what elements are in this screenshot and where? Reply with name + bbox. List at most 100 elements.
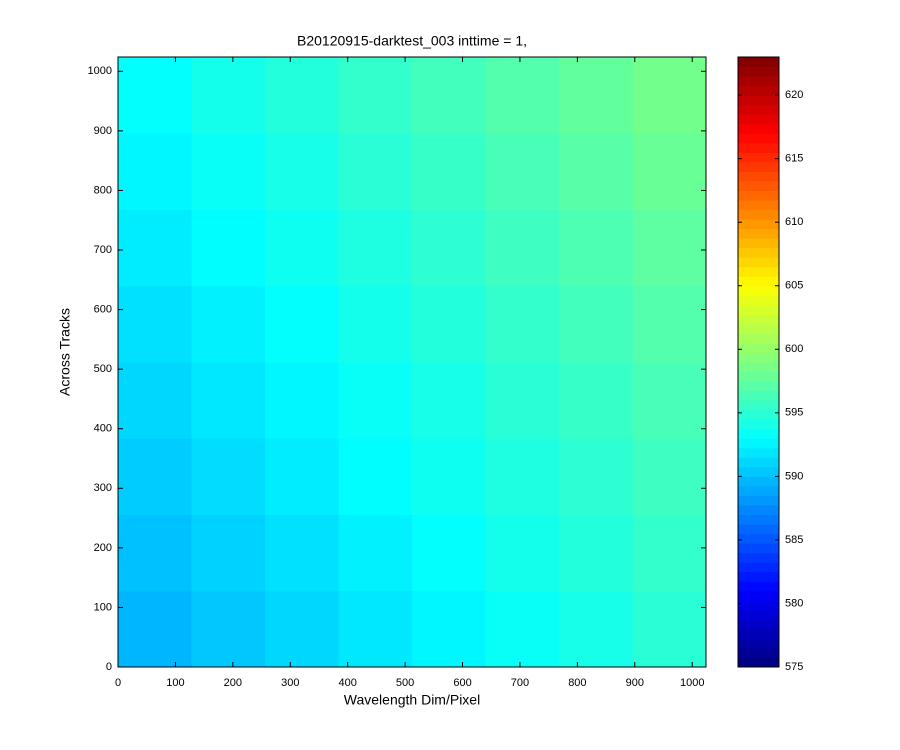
heatmap-cell (632, 438, 707, 515)
heatmap-cell (191, 133, 266, 210)
colorbar-step (738, 142, 779, 153)
heatmap-cell (265, 514, 339, 592)
heatmap-cell (412, 514, 486, 592)
colorbar-step (738, 152, 779, 163)
colorbar-step (738, 581, 779, 592)
x-tick-label: 500 (396, 677, 414, 689)
heatmap-cell (118, 514, 192, 592)
heatmap-cell (118, 57, 192, 134)
colorbar-step (738, 171, 779, 182)
colorbar-step (738, 314, 779, 325)
colorbar-tick-label: 575 (785, 661, 803, 673)
x-tick-label: 0 (115, 677, 121, 689)
heatmap-cell (632, 209, 707, 287)
heatmap-cell (338, 438, 413, 515)
colorbar-step (738, 133, 779, 144)
heatmap-cell (265, 285, 339, 363)
colorbar-step (738, 180, 779, 191)
y-tick-label: 300 (94, 482, 112, 494)
heatmap-cell (632, 285, 707, 363)
heatmap-cell (632, 590, 707, 668)
colorbar-step (738, 390, 779, 401)
colorbar-step (738, 428, 779, 439)
heatmap-cell (265, 133, 339, 210)
heatmap-cell (265, 438, 339, 515)
heatmap-cell (338, 285, 413, 363)
colorbar-step (738, 85, 779, 96)
colorbar-step (738, 533, 779, 544)
y-tick-label: 600 (94, 303, 112, 315)
x-tick-label: 300 (281, 677, 299, 689)
colorbar-step (738, 485, 779, 496)
heatmap-cell (559, 590, 633, 668)
heatmap-cell (191, 438, 266, 515)
heatmap-cell (338, 133, 413, 210)
colorbar-step (738, 123, 779, 134)
heatmap-cell (559, 362, 633, 439)
colorbar-step (738, 104, 779, 115)
heatmap-cell (118, 209, 192, 287)
heatmap-cell (559, 57, 633, 134)
colorbar-step (738, 514, 779, 525)
heatmap-cell (485, 438, 560, 515)
heatmap-cell (485, 285, 560, 363)
x-tick-label: 600 (453, 677, 471, 689)
colorbar-tick-label: 605 (785, 280, 803, 292)
colorbar-step (738, 266, 779, 277)
colorbar-step (738, 371, 779, 382)
heatmap-cell (632, 362, 707, 439)
heatmap-cell (265, 209, 339, 287)
heatmap-cell (485, 57, 560, 134)
colorbar-step (738, 238, 779, 249)
heatmap-cell (559, 285, 633, 363)
heatmap-cell (412, 133, 486, 210)
colorbar-tick-label: 590 (785, 470, 803, 482)
heatmap-cell (559, 209, 633, 287)
colorbar-step (738, 524, 779, 535)
colorbar-tick-label: 580 (785, 597, 803, 609)
x-tick-label: 400 (339, 677, 357, 689)
heatmap-cell (559, 514, 633, 592)
colorbar-step (738, 76, 779, 87)
colorbar-step (738, 657, 779, 668)
heatmap-cell (412, 438, 486, 515)
colorbar-step (738, 609, 779, 620)
y-tick-label: 200 (94, 542, 112, 554)
colorbar-step (738, 647, 779, 658)
colorbar-step (738, 419, 779, 430)
colorbar-step (738, 323, 779, 334)
colorbar-step (738, 495, 779, 506)
colorbar-step (738, 333, 779, 344)
colorbar-tick-label: 600 (785, 343, 803, 355)
colorbar-step (738, 95, 779, 106)
y-tick-label: 800 (94, 184, 112, 196)
x-tick-label: 100 (166, 677, 184, 689)
heatmap-cell (632, 514, 707, 592)
y-tick-label: 0 (106, 661, 112, 673)
heatmap-cell (338, 362, 413, 439)
heatmap-cell (412, 590, 486, 668)
colorbar-step (738, 161, 779, 172)
y-tick-label: 400 (94, 423, 112, 435)
heatmap-cell (559, 133, 633, 210)
colorbar-step (738, 66, 779, 77)
colorbar-step (738, 381, 779, 392)
colorbar-tick-label: 615 (785, 153, 803, 165)
y-tick-label: 100 (94, 601, 112, 613)
colorbar-step (738, 295, 779, 306)
heatmap-cell (338, 590, 413, 668)
colorbar-step (738, 543, 779, 554)
colorbar-step (738, 247, 779, 258)
heatmap-cell (118, 362, 192, 439)
heatmap-cell (191, 514, 266, 592)
colorbar-step (738, 304, 779, 315)
heatmap-cell (118, 133, 192, 210)
heatmap-cell (485, 362, 560, 439)
colorbar-step (738, 590, 779, 601)
colorbar-step (738, 190, 779, 201)
x-axis-label: Wavelength Dim/Pixel (344, 692, 480, 708)
colorbar-step (738, 457, 779, 468)
colorbar-tick-label: 585 (785, 534, 803, 546)
colorbar-tick-label: 620 (785, 89, 803, 101)
heatmap-cell (191, 590, 266, 668)
